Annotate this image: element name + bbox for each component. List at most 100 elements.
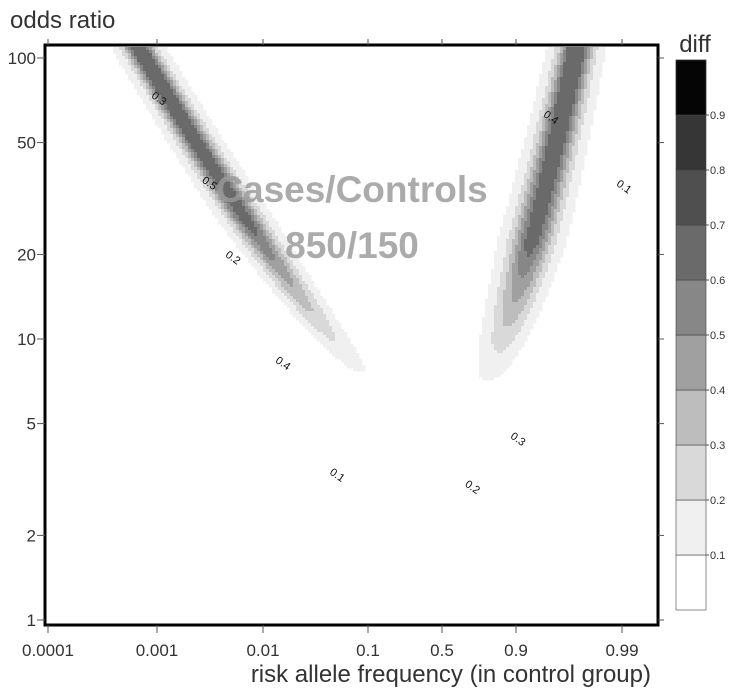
contour-cell [530, 215, 534, 219]
contour-cell [491, 320, 495, 324]
contour-cell [491, 350, 495, 354]
contour-cell [566, 122, 570, 126]
contour-cell [344, 335, 348, 339]
contour-cell [203, 140, 207, 144]
contour-cell [581, 89, 585, 93]
contour-cell [146, 47, 150, 51]
contour-cell [161, 98, 165, 102]
contour-cell [581, 59, 585, 63]
contour-cell [140, 47, 144, 51]
contour-cell [164, 122, 168, 126]
contour-cell [224, 164, 228, 168]
contour-cell [548, 65, 552, 69]
contour-cell [563, 125, 567, 129]
contour-cell [584, 116, 588, 120]
contour-cell [278, 269, 282, 273]
contour-cell [194, 170, 198, 174]
contour-cell [524, 158, 528, 162]
contour-cell [563, 191, 567, 195]
contour-cell [518, 266, 522, 270]
contour-cell [509, 308, 513, 312]
contour-cell [512, 284, 516, 288]
contour-cell [536, 206, 540, 210]
contour-cell [542, 296, 546, 300]
contour-cell [167, 140, 171, 144]
contour-cell [491, 356, 495, 360]
contour-cell [506, 338, 510, 342]
contour-cell [191, 140, 195, 144]
contour-cell [596, 80, 600, 84]
contour-cell [146, 74, 150, 78]
contour-cell [191, 122, 195, 126]
contour-cell [545, 191, 549, 195]
contour-cell [332, 323, 336, 327]
contour-cell [158, 89, 162, 93]
contour-cell [170, 83, 174, 87]
contour-cell [209, 155, 213, 159]
contour-cell [311, 281, 315, 285]
contour-cell [506, 308, 510, 312]
contour-cell [260, 230, 264, 234]
contour-cell [503, 338, 507, 342]
contour-cell [491, 374, 495, 378]
contour-cell [521, 179, 525, 183]
contour-cell [269, 233, 273, 237]
contour-cell [203, 179, 207, 183]
contour-cell [239, 212, 243, 216]
contour-cell [179, 128, 183, 132]
contour-cell [353, 368, 357, 372]
contour-cell [527, 197, 531, 201]
contour-cell [143, 71, 147, 75]
contour-cell [542, 170, 546, 174]
contour-cell [254, 206, 258, 210]
contour-cell [518, 176, 522, 180]
contour-cell [554, 200, 558, 204]
contour-cell [326, 320, 330, 324]
contour-cell [554, 254, 558, 258]
contour-cell [575, 155, 579, 159]
contour-cell [224, 158, 228, 162]
contour-cell [518, 206, 522, 210]
contour-cell [524, 329, 528, 333]
contour-cell [485, 365, 489, 369]
contour-cell [491, 347, 495, 351]
contour-cell [596, 59, 600, 63]
contour-cell [137, 86, 141, 90]
contour-cell [557, 68, 561, 72]
contour-label: 0.2 [223, 249, 242, 268]
contour-cell [527, 287, 531, 291]
contour-cell [485, 347, 489, 351]
contour-cell [554, 146, 558, 150]
contour-cell [314, 287, 318, 291]
contour-cell [542, 257, 546, 261]
contour-cell [572, 77, 576, 81]
contour-cell [533, 305, 537, 309]
contour-cell [536, 155, 540, 159]
contour-cell [239, 233, 243, 237]
contour-cell [527, 152, 531, 156]
contour-cell [131, 80, 135, 84]
contour-cell [527, 242, 531, 246]
contour-cell [491, 329, 495, 333]
contour-cell [512, 275, 516, 279]
contour-cell [563, 74, 567, 78]
contour-cell [152, 80, 156, 84]
plot-frame [43, 43, 660, 627]
contour-cell [266, 257, 270, 261]
contour-cell [497, 350, 501, 354]
contour-cell [194, 173, 198, 177]
contour-cell [593, 68, 597, 72]
contour-cell [560, 110, 564, 114]
contour-cell [161, 77, 165, 81]
contour-cell [560, 104, 564, 108]
contour-cell [533, 311, 537, 315]
contour-cell [521, 284, 525, 288]
contour-cell [293, 266, 297, 270]
contour-cell [176, 65, 180, 69]
contour-cell [155, 116, 159, 120]
contour-cell [491, 284, 495, 288]
contour-cell [545, 89, 549, 93]
contour-cell [152, 47, 156, 51]
contour-cell [245, 239, 249, 243]
contour-cell [566, 188, 570, 192]
